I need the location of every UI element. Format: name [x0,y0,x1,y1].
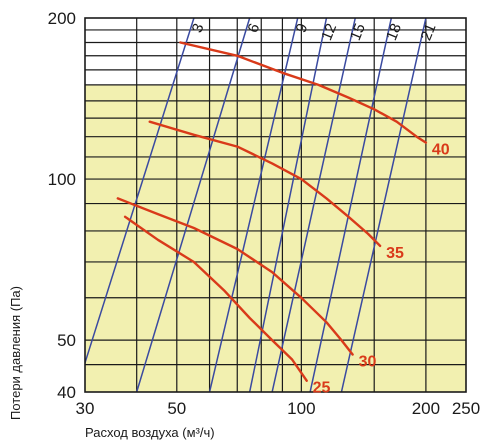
curve-labels: 40 35 30 25 [313,142,450,397]
curve-label: 40 [432,142,450,159]
x-tick-labels: 30 50 100 200 250 [76,399,481,418]
diagonal-line [271,18,357,392]
curve-line [116,197,354,356]
y-tick-labels: 40 50 100 200 [48,9,76,402]
curve-line [148,120,382,248]
diagonal-line [340,18,427,392]
diagonal-line [208,18,299,392]
curve-line [179,41,428,144]
x-tick-label: 30 [76,399,95,418]
x-tick-label: 50 [167,399,186,418]
curve-line [123,215,308,382]
diagonal-label: 18 [383,21,405,43]
diagonal-label: 12 [318,21,340,43]
y-axis-title: Потери давления (Па) [8,286,23,420]
plot-frame [84,17,467,393]
curve-label: 30 [359,354,377,371]
performance-curves [116,41,428,382]
x-tick-label: 100 [287,399,315,418]
diagonal-label: 15 [347,21,369,43]
y-tick-label: 200 [48,9,76,28]
diagonal-line [135,18,251,392]
y-tick-label: 40 [57,383,76,402]
diagonal-label: 21 [418,21,440,43]
y-tick-label: 50 [57,331,76,350]
y-tick-label: 100 [48,170,76,189]
x-axis-title: Расход воздуха (м³/ч) [85,425,215,440]
diagonal-lines [85,18,427,392]
x-tick-label: 250 [452,399,480,418]
curve-label: 25 [313,380,331,397]
curve-label: 35 [386,245,404,262]
shaded-region [85,84,466,392]
diagonal-line [309,18,393,392]
x-tick-label: 200 [412,399,440,418]
